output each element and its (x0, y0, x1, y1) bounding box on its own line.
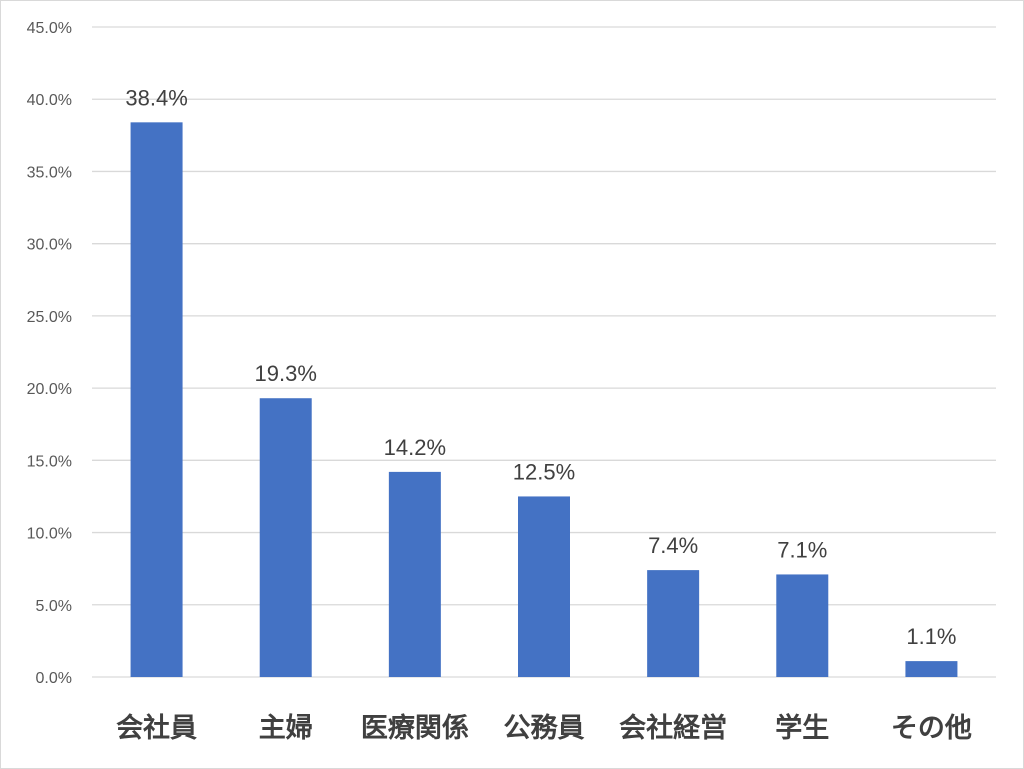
data-labels: 38.4% 19.3% 14.2% 12.5% 7.4% 7.1% 1.1% (125, 85, 956, 649)
data-label: 1.1% (906, 624, 956, 649)
x-category-label: 医療関係 (361, 713, 469, 744)
data-label: 7.4% (648, 533, 698, 558)
y-axis-ticks: 0.0% 5.0% 10.0% 15.0% 20.0% 25.0% 30.0% 35.0% 40… (27, 20, 72, 687)
y-tick-label: 10.0% (27, 526, 72, 543)
bar (388, 471, 441, 677)
bar (518, 496, 570, 677)
bar (130, 122, 183, 678)
bar (259, 398, 312, 677)
y-tick-label: 0.0% (36, 670, 72, 687)
data-label: 19.3% (255, 361, 317, 386)
x-axis-categories: 会社員 主婦 医療関係 公務員 会社経営 学生 その他 (116, 712, 972, 744)
y-tick-label: 40.0% (27, 92, 72, 109)
data-label: 14.2% (384, 435, 446, 460)
y-tick-label: 5.0% (36, 598, 72, 615)
data-label: 7.1% (777, 537, 827, 562)
y-tick-label: 30.0% (27, 237, 72, 254)
bar (905, 661, 958, 677)
x-category-label: その他 (891, 713, 972, 744)
y-tick-label: 45.0% (27, 20, 72, 37)
y-tick-label: 15.0% (27, 453, 72, 470)
y-tick-label: 35.0% (27, 164, 72, 181)
data-label: 38.4% (125, 85, 187, 110)
bar (776, 574, 829, 677)
y-tick-label: 25.0% (27, 309, 72, 326)
bars (130, 122, 958, 678)
x-category-label: 会社員 (116, 712, 197, 744)
x-category-label: 学生 (775, 712, 829, 744)
gridlines (92, 26, 996, 678)
y-tick-label: 20.0% (27, 381, 72, 398)
x-category-label: 主婦 (259, 713, 313, 744)
x-category-label: 公務員 (504, 713, 585, 744)
bar (647, 570, 700, 677)
x-category-label: 会社経営 (619, 712, 727, 744)
data-label: 12.5% (513, 459, 575, 484)
